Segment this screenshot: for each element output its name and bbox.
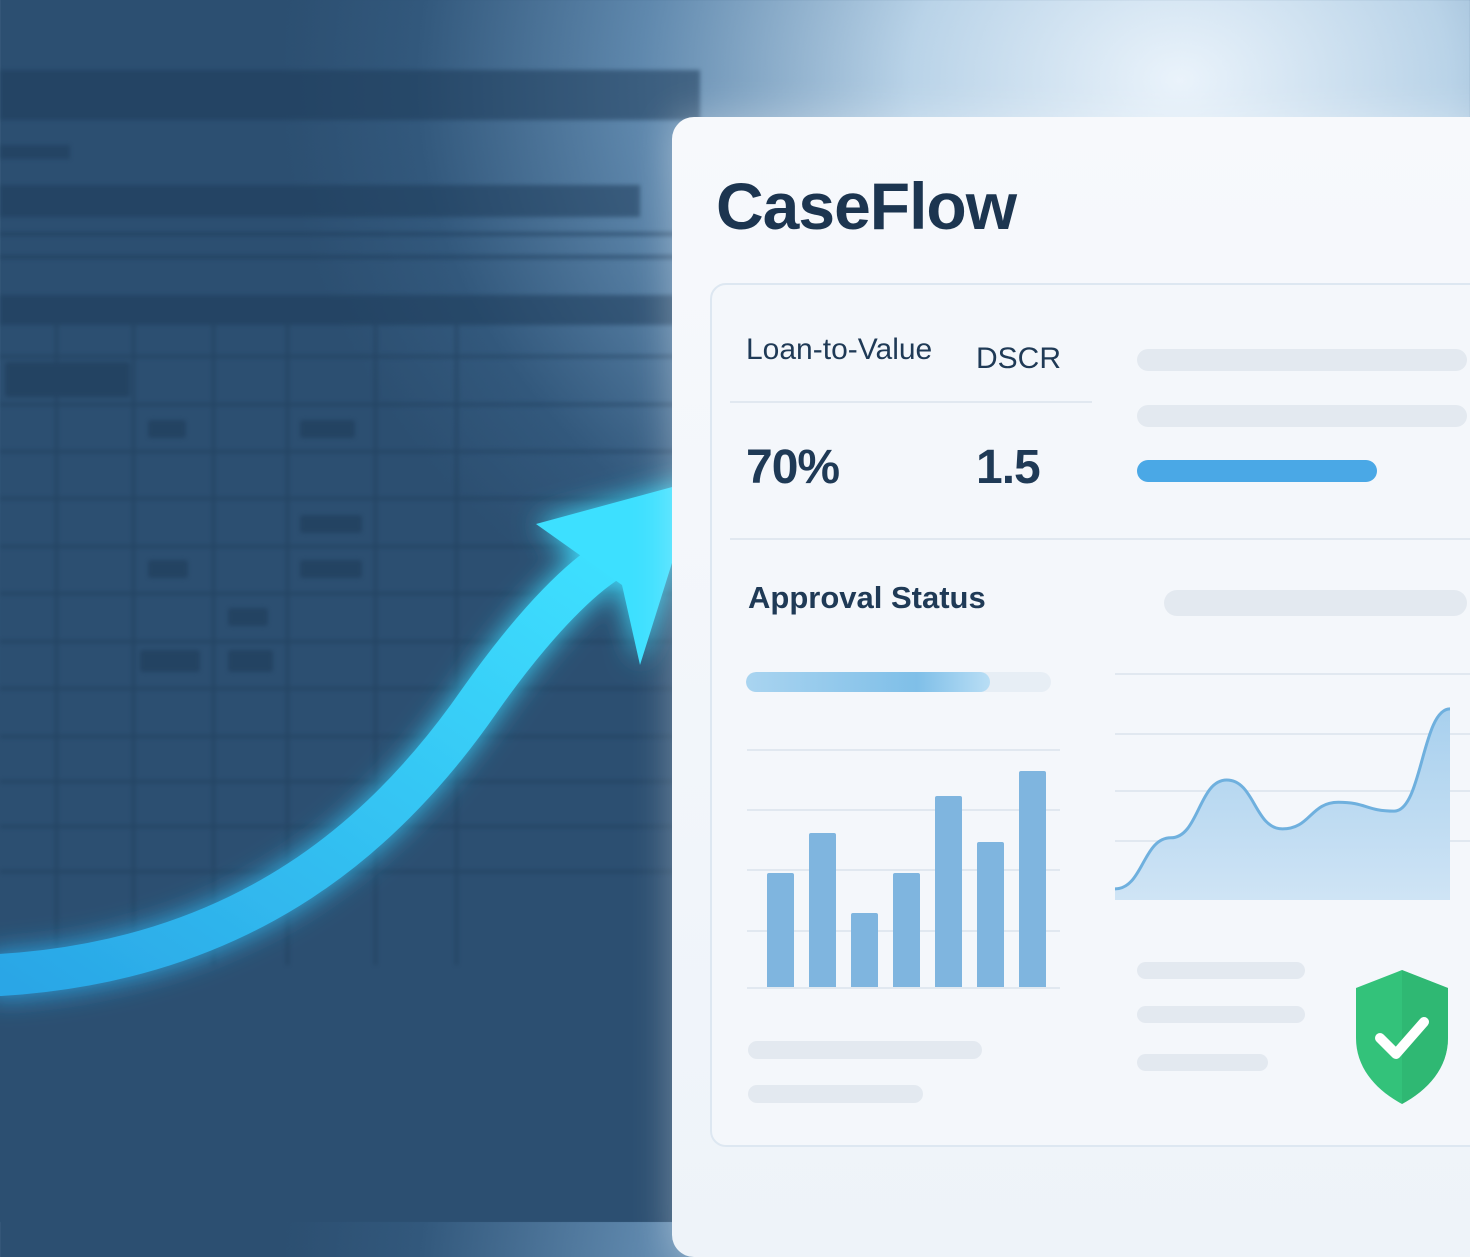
bar-chart-bar (977, 841, 1004, 987)
placeholder-line (1137, 962, 1305, 979)
gridline (1115, 790, 1470, 792)
placeholder-line (1137, 349, 1467, 371)
gridline (747, 809, 1060, 811)
dscr-value: 1.5 (976, 441, 1041, 494)
dashboard-card (710, 283, 1470, 1147)
metrics-divider (730, 401, 1092, 403)
gridline (747, 869, 1060, 871)
gridline (747, 987, 1060, 989)
placeholder-line (748, 1085, 923, 1103)
bar-chart-bar (893, 872, 920, 987)
shield-check-icon (1356, 970, 1448, 1104)
placeholder-line (1137, 1054, 1268, 1071)
app-title: CaseFlow (716, 169, 1017, 243)
section-divider (730, 538, 1470, 540)
bar-chart (747, 740, 1062, 990)
gridline (747, 749, 1060, 751)
placeholder-line (1137, 1006, 1305, 1023)
area-chart-fill (1115, 708, 1450, 900)
approval-status-label: Approval Status (748, 580, 986, 615)
placeholder-line (748, 1041, 982, 1059)
bar-chart-bar (767, 872, 794, 987)
background-spreadsheet (0, 0, 700, 1222)
highlight-bar (1137, 460, 1377, 482)
ltv-value: 70% (746, 441, 840, 494)
bar-chart-bar (809, 832, 836, 987)
placeholder-line (1164, 590, 1467, 616)
gridline (1115, 733, 1470, 735)
bar-chart-bar (1019, 770, 1046, 987)
gridline (1115, 673, 1470, 675)
upward-arrow-icon (0, 480, 698, 996)
ltv-label: Loan-to-Value (746, 333, 933, 366)
area-chart-line (1115, 707, 1451, 891)
dscr-label: DSCR (976, 342, 1062, 375)
bar-chart-bar (935, 795, 962, 987)
approval-progress-bar (746, 672, 1051, 692)
area-chart (1115, 707, 1451, 900)
bar-chart-bar (851, 912, 878, 987)
placeholder-line (1137, 405, 1467, 427)
approval-progress-fill (746, 672, 990, 692)
